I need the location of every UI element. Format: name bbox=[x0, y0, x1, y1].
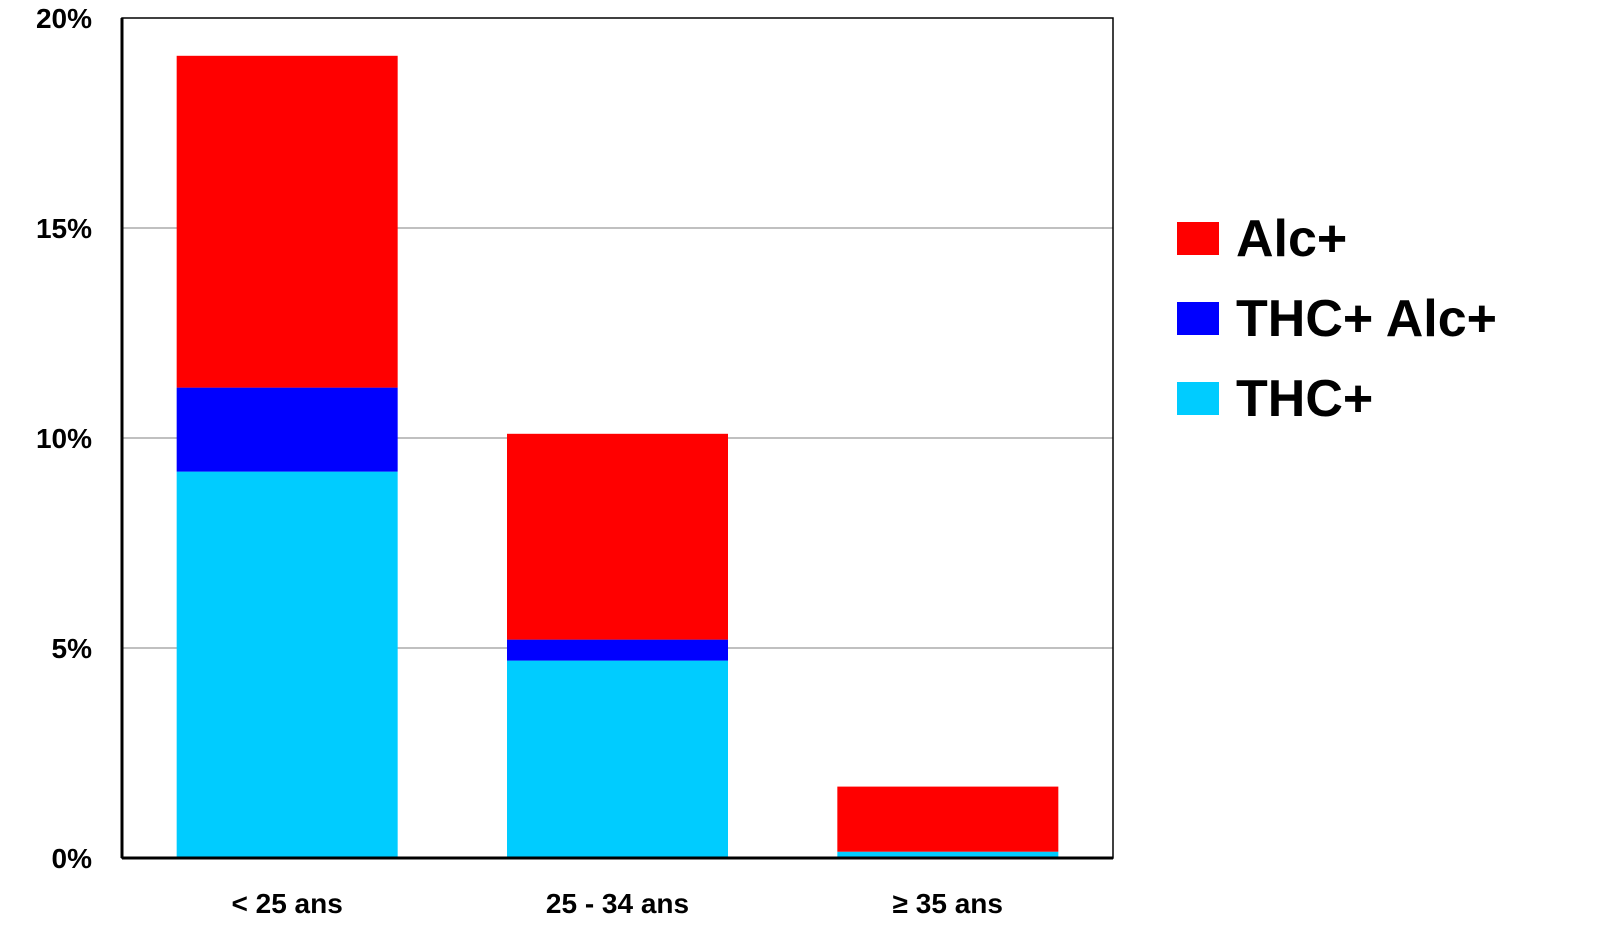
y-tick-label: 10% bbox=[36, 423, 92, 454]
bar-segment bbox=[507, 660, 728, 858]
bar-segment bbox=[507, 639, 728, 661]
x-tick-label: 25 - 34 ans bbox=[546, 888, 689, 919]
x-tick-label: < 25 ans bbox=[232, 888, 343, 919]
x-tick-label: ≥ 35 ans bbox=[893, 888, 1003, 919]
legend-label: THC+ Alc+ bbox=[1236, 290, 1497, 348]
legend-swatch bbox=[1177, 382, 1219, 415]
bar-segment bbox=[176, 387, 398, 472]
bar-segment bbox=[176, 471, 398, 858]
y-tick-label: 5% bbox=[52, 633, 93, 664]
legend: Alc+ THC+ Alc+ THC+ bbox=[1177, 210, 1497, 428]
bar-segment bbox=[837, 851, 1059, 858]
bar-segment bbox=[176, 55, 398, 388]
y-tick-label: 20% bbox=[36, 3, 92, 34]
legend-label: Alc+ bbox=[1236, 210, 1347, 268]
x-tick-labels: < 25 ans 25 - 34 ans ≥ 35 ans bbox=[232, 888, 1003, 919]
legend-swatch bbox=[1177, 302, 1219, 335]
legend-label: THC+ bbox=[1236, 370, 1373, 428]
bar-segment bbox=[507, 433, 728, 640]
bar-segment bbox=[837, 786, 1059, 852]
y-tick-label: 0% bbox=[52, 843, 93, 874]
y-tick-label: 15% bbox=[36, 213, 92, 244]
legend-swatch bbox=[1177, 222, 1219, 255]
y-tick-labels: 0% 5% 10% 15% 20% bbox=[36, 3, 92, 874]
bars bbox=[176, 55, 1059, 858]
